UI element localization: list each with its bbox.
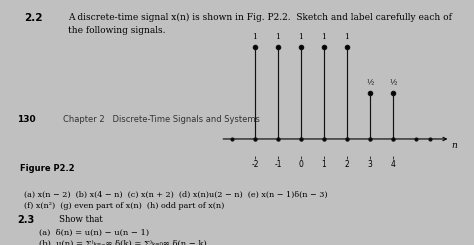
Text: 2.3: 2.3 [18,215,35,225]
Text: (a) x(n − 2)  (b) x(4 − n)  (c) x(n + 2)  (d) x(n)u(2 − n)  (e) x(n − 1)δ(n − 3): (a) x(n − 2) (b) x(4 − n) (c) x(n + 2) (… [24,191,328,210]
Text: Show that: Show that [59,215,102,224]
Text: (b)  u(n) = Σ⁾ₖ₌₋∞ δ(k) = Σ⁾ₖ₌₀∞ δ(n − k): (b) u(n) = Σ⁾ₖ₌₋∞ δ(k) = Σ⁾ₖ₌₀∞ δ(n − k) [39,240,207,245]
Text: Chapter 2   Discrete-Time Signals and Systems: Chapter 2 Discrete-Time Signals and Syst… [63,115,260,124]
Text: Figure P2.2: Figure P2.2 [19,164,74,173]
Text: ½: ½ [366,79,374,87]
Text: A discrete-time signal x(n) is shown in Fig. P2.2.  Sketch and label carefully e: A discrete-time signal x(n) is shown in … [68,13,451,35]
Text: 1: 1 [299,33,303,41]
Text: 130: 130 [18,115,36,124]
Text: (a)  δ(n) = u(n) − u(n − 1): (a) δ(n) = u(n) − u(n − 1) [39,229,149,237]
Text: 1: 1 [275,33,280,41]
Text: 1: 1 [345,33,349,41]
Text: ½: ½ [389,79,397,87]
Text: 1: 1 [253,33,257,41]
Text: 1: 1 [321,33,326,41]
Text: 2.2: 2.2 [24,13,43,23]
Text: n: n [451,141,457,150]
